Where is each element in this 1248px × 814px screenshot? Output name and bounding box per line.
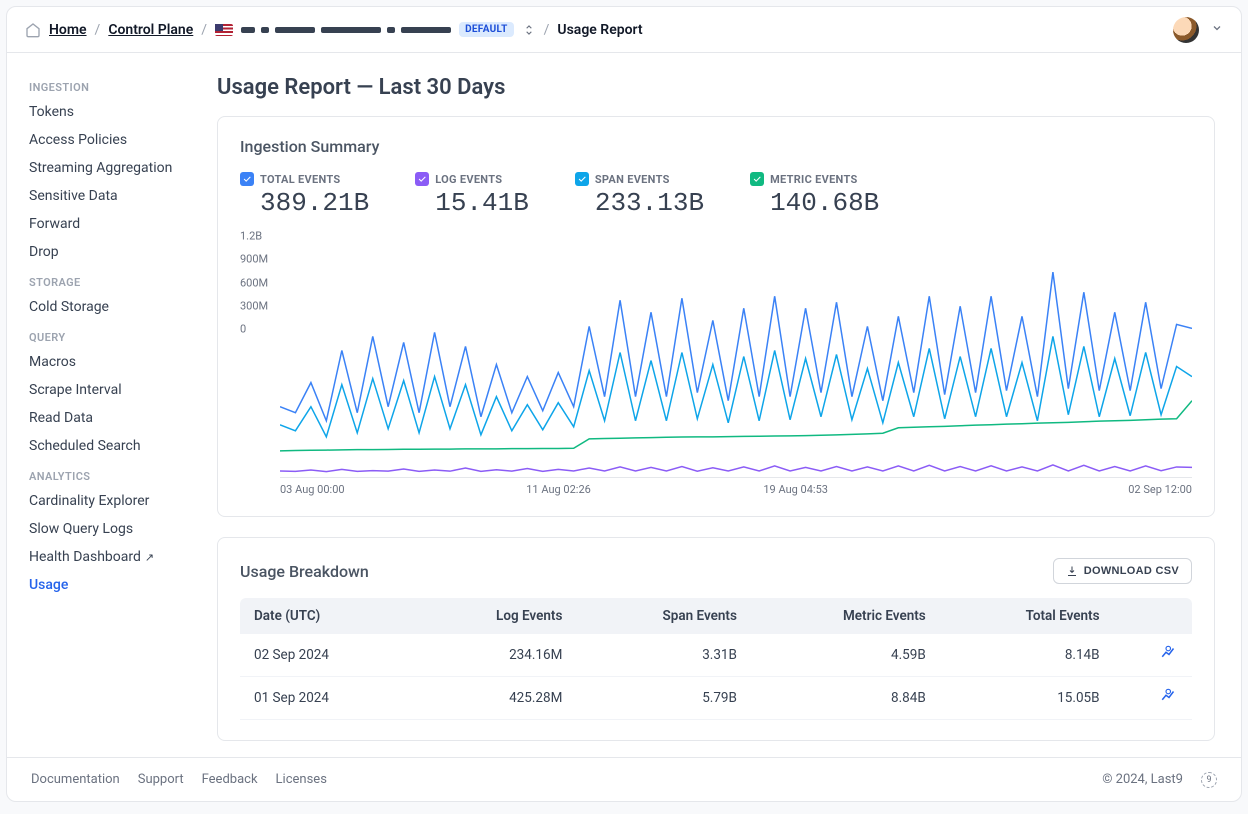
y-axis-label: 300M bbox=[240, 299, 268, 312]
footer-link-feedback[interactable]: Feedback bbox=[202, 772, 258, 787]
sidebar-item-sensitive-data[interactable]: Sensitive Data bbox=[7, 182, 201, 210]
metric-label: LOG EVENTS bbox=[435, 173, 502, 186]
table-row: 02 Sep 2024234.16M3.31B4.59B8.14B bbox=[240, 634, 1192, 677]
x-axis-label: 11 Aug 02:26 bbox=[526, 483, 591, 496]
table-cell: 8.84B bbox=[751, 677, 940, 720]
ingestion-chart: 0300M600M900M1.2B 03 Aug 00:0011 Aug 02:… bbox=[240, 236, 1192, 496]
sidebar-item-health-dashboard[interactable]: Health Dashboard↗ bbox=[7, 543, 201, 571]
table-cell: 15.05B bbox=[940, 677, 1114, 720]
metric-span: SPAN EVENTS 233.13B bbox=[575, 172, 704, 218]
table-cell: 5.79B bbox=[576, 677, 751, 720]
breadcrumb-page: Usage Report bbox=[557, 22, 642, 38]
sidebar-item-cardinality-explorer[interactable]: Cardinality Explorer bbox=[7, 487, 201, 515]
redacted-cluster-name[interactable] bbox=[241, 27, 451, 33]
table-cell: 4.59B bbox=[751, 634, 940, 677]
sidebar-item-access-policies[interactable]: Access Policies bbox=[7, 126, 201, 154]
metric-value: 140.68B bbox=[770, 188, 879, 218]
breadcrumb-control-plane[interactable]: Control Plane bbox=[108, 22, 193, 38]
table-row: 01 Sep 2024425.28M5.79B8.84B15.05B bbox=[240, 677, 1192, 720]
table-cell: 02 Sep 2024 bbox=[240, 634, 416, 677]
home-icon bbox=[25, 22, 41, 38]
breadcrumb-bar: Home / Control Plane / DEFAULT / Usage R… bbox=[7, 7, 1241, 53]
chart-line-log bbox=[280, 465, 1192, 472]
checkbox-span[interactable] bbox=[575, 172, 589, 186]
sidebar-item-read-data[interactable]: Read Data bbox=[7, 404, 201, 432]
flag-us-icon bbox=[215, 24, 233, 36]
table-header bbox=[1114, 598, 1192, 634]
footer-copyright: © 2024, Last9 bbox=[1102, 772, 1183, 787]
footer: Documentation Support Feedback Licenses © 2… bbox=[7, 757, 1241, 801]
table-cell: 425.28M bbox=[416, 677, 577, 720]
page-title: Usage Report — Last 30 Days bbox=[217, 75, 1215, 100]
table-header: Date (UTC) bbox=[240, 598, 416, 634]
sidebar-group-label: STORAGE bbox=[7, 266, 201, 293]
metric-metric: METRIC EVENTS 140.68B bbox=[750, 172, 879, 218]
usage-breakdown-title: Usage Breakdown bbox=[240, 562, 369, 581]
breadcrumb-separator: / bbox=[95, 22, 101, 38]
y-axis-label: 1.2B bbox=[240, 230, 262, 243]
table-cell: 01 Sep 2024 bbox=[240, 677, 416, 720]
x-axis-label: 02 Sep 12:00 bbox=[1128, 483, 1192, 496]
main-content: Usage Report — Last 30 Days Ingestion Su… bbox=[201, 53, 1241, 757]
sidebar: INGESTIONTokensAccess PoliciesStreaming … bbox=[7, 53, 201, 757]
last9-logo-icon: 9 bbox=[1201, 772, 1217, 788]
checkbox-log[interactable] bbox=[415, 172, 429, 186]
ingestion-summary-title: Ingestion Summary bbox=[240, 137, 1192, 156]
user-avatar[interactable] bbox=[1173, 17, 1199, 43]
x-axis-label: 03 Aug 00:00 bbox=[280, 483, 345, 496]
table-cell: 234.16M bbox=[416, 634, 577, 677]
y-axis-label: 600M bbox=[240, 276, 268, 289]
chart-icon[interactable] bbox=[1160, 687, 1178, 705]
sidebar-group-label: QUERY bbox=[7, 321, 201, 348]
download-csv-button[interactable]: DOWNLOAD CSV bbox=[1053, 558, 1192, 584]
sidebar-item-macros[interactable]: Macros bbox=[7, 348, 201, 376]
sidebar-group-label: ANALYTICS bbox=[7, 460, 201, 487]
checkbox-total[interactable] bbox=[240, 172, 254, 186]
metric-value: 15.41B bbox=[435, 188, 529, 218]
metric-log: LOG EVENTS 15.41B bbox=[415, 172, 529, 218]
table-header: Log Events bbox=[416, 598, 577, 634]
chevron-down-icon[interactable] bbox=[1211, 22, 1223, 38]
usage-breakdown-card: Usage Breakdown DOWNLOAD CSV Date (UTC)L… bbox=[217, 537, 1215, 741]
y-axis-label: 900M bbox=[240, 253, 268, 266]
table-cell: 8.14B bbox=[940, 634, 1114, 677]
metric-value: 389.21B bbox=[260, 188, 369, 218]
footer-link-licenses[interactable]: Licenses bbox=[276, 772, 327, 787]
breadcrumb-separator: / bbox=[201, 22, 207, 38]
breadcrumb-separator: / bbox=[544, 22, 550, 38]
footer-link-support[interactable]: Support bbox=[138, 772, 184, 787]
usage-breakdown-table: Date (UTC)Log EventsSpan EventsMetric Ev… bbox=[240, 598, 1192, 720]
sidebar-item-tokens[interactable]: Tokens bbox=[7, 98, 201, 126]
sidebar-item-scrape-interval[interactable]: Scrape Interval bbox=[7, 376, 201, 404]
table-cell: 3.31B bbox=[576, 634, 751, 677]
external-link-icon: ↗ bbox=[145, 551, 154, 564]
sidebar-group-label: INGESTION bbox=[7, 71, 201, 98]
metric-value: 233.13B bbox=[595, 188, 704, 218]
breadcrumb-home[interactable]: Home bbox=[49, 22, 87, 38]
sidebar-item-streaming-aggregation[interactable]: Streaming Aggregation bbox=[7, 154, 201, 182]
selector-icon[interactable] bbox=[522, 23, 536, 37]
sidebar-item-scheduled-search[interactable]: Scheduled Search bbox=[7, 432, 201, 460]
metric-label: SPAN EVENTS bbox=[595, 173, 670, 186]
metric-total: TOTAL EVENTS 389.21B bbox=[240, 172, 369, 218]
table-header: Total Events bbox=[940, 598, 1114, 634]
sidebar-item-slow-query-logs[interactable]: Slow Query Logs bbox=[7, 515, 201, 543]
download-icon bbox=[1066, 565, 1078, 577]
footer-link-documentation[interactable]: Documentation bbox=[31, 772, 120, 787]
metric-label: METRIC EVENTS bbox=[770, 173, 858, 186]
table-header: Metric Events bbox=[751, 598, 940, 634]
sidebar-item-drop[interactable]: Drop bbox=[7, 238, 201, 266]
chart-icon[interactable] bbox=[1160, 644, 1178, 662]
checkbox-metric[interactable] bbox=[750, 172, 764, 186]
x-axis-label: 19 Aug 04:53 bbox=[763, 483, 828, 496]
metric-label: TOTAL EVENTS bbox=[260, 173, 340, 186]
default-badge: DEFAULT bbox=[459, 22, 514, 37]
sidebar-item-forward[interactable]: Forward bbox=[7, 210, 201, 238]
sidebar-item-usage[interactable]: Usage bbox=[7, 571, 201, 599]
y-axis-label: 0 bbox=[240, 323, 246, 336]
sidebar-item-cold-storage[interactable]: Cold Storage bbox=[7, 293, 201, 321]
table-header: Span Events bbox=[576, 598, 751, 634]
ingestion-summary-card: Ingestion Summary TOTAL EVENTS 389.21B L… bbox=[217, 116, 1215, 517]
